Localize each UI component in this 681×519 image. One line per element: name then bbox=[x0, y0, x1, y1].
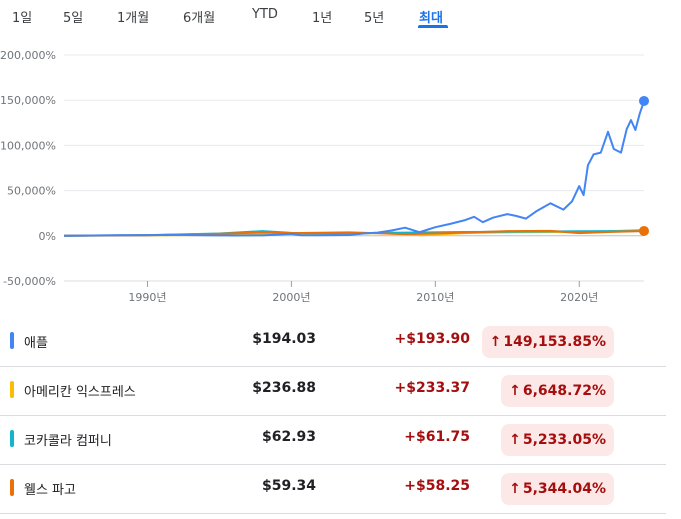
arrow-up-icon: ↑ bbox=[489, 334, 502, 350]
legend-table: 애플 $194.03 +$193.90 ↑ 149,153.85% 아메리칸 익스… bbox=[0, 318, 666, 514]
percent-value: 5,344.04% bbox=[522, 481, 606, 497]
legend-row-coca-cola[interactable]: 코카콜라 컴퍼니 $62.93 +$61.75 ↑ 5,233.05% bbox=[0, 416, 666, 465]
series-price: $62.93 bbox=[261, 429, 316, 445]
percent-value: 149,153.85% bbox=[503, 334, 606, 350]
y-tick-label: -50,000% bbox=[3, 275, 56, 288]
percent-value: 5,233.05% bbox=[522, 432, 606, 448]
y-tick-label: 200,000% bbox=[0, 49, 56, 62]
percent-value: 6,648.72% bbox=[522, 383, 606, 399]
series-name: 아메리칸 익스프레스 bbox=[24, 385, 136, 400]
x-tick-label: 2000년 bbox=[272, 291, 310, 304]
series-swatch bbox=[10, 332, 14, 349]
series-change: +$193.90 bbox=[394, 331, 471, 347]
tab-max[interactable]: 최대 bbox=[419, 11, 443, 26]
legend-row-amex[interactable]: 아메리칸 익스프레스 $236.88 +$233.37 ↑ 6,648.72% bbox=[0, 367, 666, 416]
series-change: +$58.25 bbox=[404, 478, 470, 494]
tab-1d[interactable]: 1일 bbox=[12, 11, 33, 26]
percent-change-badge: ↑ 5,233.05% bbox=[501, 424, 614, 456]
series-name: 웰스 파고 bbox=[24, 483, 76, 498]
series-price: $194.03 bbox=[252, 331, 316, 347]
series-swatch bbox=[10, 430, 14, 447]
series-name: 코카콜라 컴퍼니 bbox=[24, 434, 112, 449]
tab-6m[interactable]: 6개월 bbox=[183, 11, 216, 26]
percent-change-badge: ↑ 6,648.72% bbox=[501, 375, 614, 407]
y-tick-label: 150,000% bbox=[0, 94, 56, 107]
percent-change-badge: ↑ 5,344.04% bbox=[501, 473, 614, 505]
series-endpoint-marker bbox=[639, 95, 649, 106]
series-change: +$61.75 bbox=[404, 429, 470, 445]
x-tick-label: 1990년 bbox=[128, 291, 166, 304]
y-tick-label: 0% bbox=[39, 230, 56, 243]
series-line bbox=[63, 229, 645, 237]
y-tick-label: 50,000% bbox=[7, 185, 56, 198]
range-tabs: 1일 5일 1개월 6개월 YTD 1년 5년 최대 bbox=[0, 0, 681, 34]
x-tick-label: 2010년 bbox=[416, 291, 454, 304]
series-swatch bbox=[10, 479, 14, 496]
series-change: +$233.37 bbox=[394, 380, 471, 396]
arrow-up-icon: ↑ bbox=[509, 481, 521, 497]
active-tab-indicator bbox=[418, 25, 448, 28]
legend-row-apple[interactable]: 애플 $194.03 +$193.90 ↑ 149,153.85% bbox=[0, 318, 666, 367]
tab-5d[interactable]: 5일 bbox=[63, 11, 84, 26]
percent-change-badge: ↑ 149,153.85% bbox=[481, 326, 614, 358]
series-price: $236.88 bbox=[252, 380, 316, 396]
performance-chart: 200,000% 150,000% 100,000% 50,000% 0% -50,000… bbox=[0, 49, 649, 304]
tab-1m[interactable]: 1개월 bbox=[117, 11, 150, 26]
tab-1y[interactable]: 1년 bbox=[312, 11, 333, 26]
x-tick-label: 2020년 bbox=[560, 291, 598, 304]
series-price: $59.34 bbox=[261, 478, 316, 494]
tab-ytd[interactable]: YTD bbox=[252, 7, 278, 22]
arrow-up-icon: ↑ bbox=[509, 432, 521, 448]
series-line bbox=[63, 100, 645, 237]
y-tick-label: 100,000% bbox=[0, 139, 56, 152]
series-endpoint-marker bbox=[639, 225, 649, 236]
legend-row-wells-fargo[interactable]: 웰스 파고 $59.34 +$58.25 ↑ 5,344.04% bbox=[0, 465, 666, 514]
tab-5y[interactable]: 5년 bbox=[364, 11, 385, 26]
arrow-up-icon: ↑ bbox=[509, 383, 521, 399]
series-swatch bbox=[10, 381, 14, 398]
series-name: 애플 bbox=[24, 336, 48, 351]
